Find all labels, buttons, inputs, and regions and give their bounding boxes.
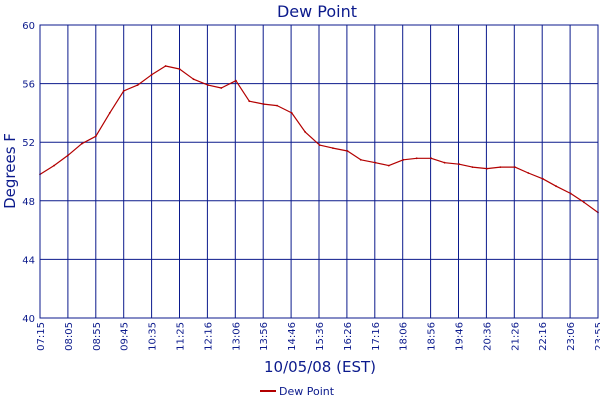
data-point: [220, 87, 223, 89]
data-point: [136, 84, 139, 86]
data-point: [471, 166, 474, 169]
x-tick-label: 13:06: [231, 322, 242, 351]
x-tick-label: 23:06: [566, 322, 577, 351]
chart-title: Dew Point: [277, 2, 357, 21]
data-point: [108, 112, 111, 114]
data-point: [207, 84, 209, 86]
x-tick-label: 09:45: [120, 322, 131, 351]
data-point: [235, 79, 237, 82]
data-point: [430, 157, 433, 160]
x-tick-label: 08:05: [64, 322, 75, 351]
x-tick-label: 15:36: [315, 322, 326, 351]
y-tick-label: 56: [22, 80, 35, 91]
legend: Dew Point: [260, 385, 335, 398]
x-tick-label: 17:16: [371, 322, 382, 351]
data-point: [67, 154, 69, 157]
x-tick-label: 22:16: [538, 322, 549, 351]
x-tick-label: 08:55: [92, 322, 103, 351]
data-point: [486, 167, 488, 170]
data-point: [276, 104, 278, 107]
data-point: [248, 100, 251, 103]
data-point: [94, 135, 97, 138]
x-tick-labels: 07:15 08:05 08:55 09:45 10:35 11:25 12:16 13:06…: [36, 322, 600, 351]
data-point: [150, 73, 153, 76]
x-tick-label: 18:56: [427, 322, 438, 351]
data-point: [192, 78, 195, 81]
y-tick-label: 48: [22, 197, 35, 208]
data-point: [569, 192, 572, 195]
x-tick-label: 07:15: [36, 322, 47, 351]
data-point: [80, 142, 83, 145]
y-axis-label: Degrees F: [1, 133, 19, 209]
grid: [40, 25, 598, 318]
data-point: [458, 163, 460, 166]
data-point: [53, 164, 55, 167]
data-point: [318, 144, 321, 147]
x-tick-label: 13:56: [259, 322, 270, 351]
x-axis-label: 10/05/08 (EST): [264, 358, 376, 376]
data-point: [122, 90, 125, 92]
plot-frame: [39, 24, 599, 319]
y-tick-labels: 40 44 48 52 56 60: [22, 21, 35, 325]
x-tick-label: 16:26: [343, 322, 354, 351]
x-tick-label: 18:06: [399, 322, 410, 351]
data-point: [374, 161, 377, 164]
y-tick-label: 40: [22, 314, 35, 325]
x-tick-label: 11:25: [176, 322, 187, 351]
data-point: [304, 131, 306, 133]
x-tick-label: 20:36: [482, 322, 493, 351]
y-tick-label: 44: [22, 255, 35, 266]
data-point: [527, 172, 530, 174]
legend-label-dew-point: Dew Point: [279, 385, 335, 398]
data-point: [415, 157, 418, 160]
data-point: [164, 65, 167, 67]
data-point: [555, 185, 557, 188]
x-tick-label: 12:16: [203, 322, 214, 351]
data-point: [499, 166, 502, 169]
data-point: [387, 164, 390, 167]
data-point: [443, 161, 446, 164]
data-point: [402, 158, 405, 161]
y-tick-label: 60: [22, 21, 35, 32]
series-line-layer: [39, 65, 599, 214]
data-point: [514, 166, 516, 169]
data-point: [583, 201, 585, 204]
x-tick-label: 21:26: [510, 322, 521, 351]
x-tick-label: 14:46: [287, 322, 298, 351]
data-point: [290, 112, 293, 114]
data-point: [178, 68, 181, 70]
data-point: [541, 177, 544, 180]
y-tick-label: 52: [22, 138, 35, 149]
data-point: [332, 147, 334, 150]
data-point: [262, 103, 265, 105]
data-point: [346, 150, 349, 152]
x-tick-label: 10:35: [148, 322, 159, 351]
data-point: [359, 158, 362, 161]
x-tick-label: 23:55: [594, 322, 600, 351]
x-tick-label: 19:46: [455, 322, 466, 351]
